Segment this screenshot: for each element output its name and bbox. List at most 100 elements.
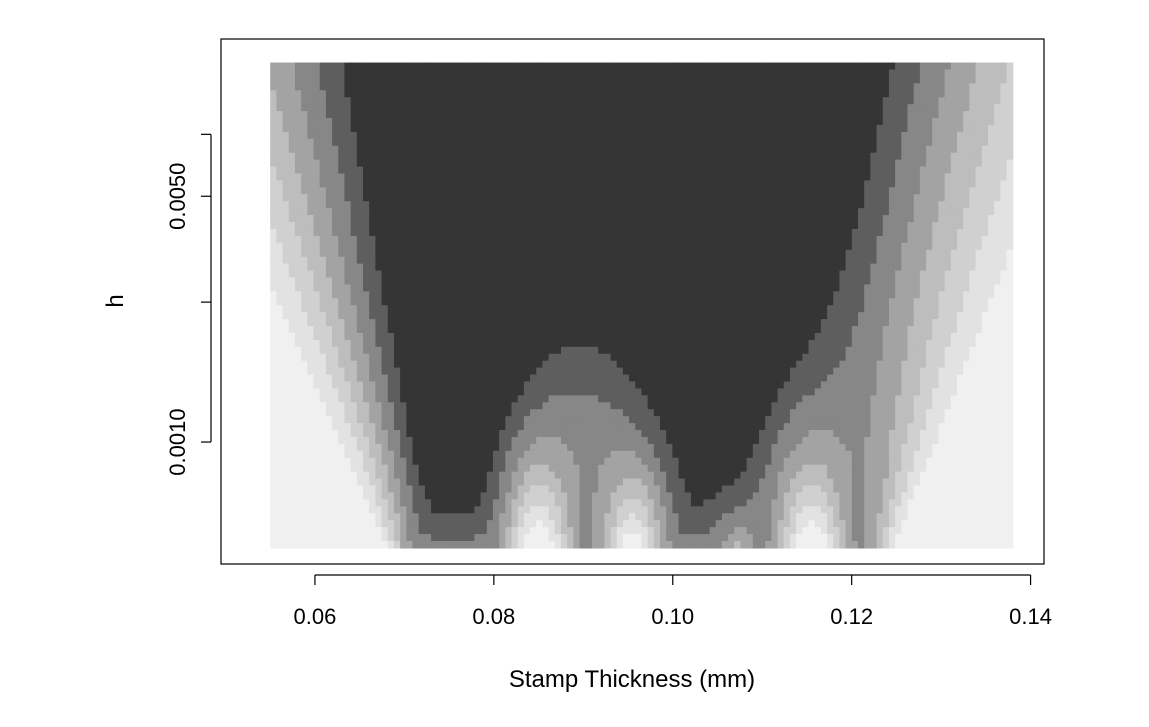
heat-cell — [542, 97, 550, 105]
heat-cell — [332, 263, 339, 272]
heat-cell — [938, 228, 946, 237]
heat-cell — [666, 346, 673, 355]
heat-cell — [678, 173, 686, 182]
heat-cell — [765, 291, 772, 299]
heat-cell — [561, 97, 568, 105]
heat-cell — [319, 284, 327, 292]
heat-cell — [530, 187, 537, 195]
heat-cell — [616, 152, 624, 161]
heat-cell — [591, 83, 599, 91]
heat-cell — [808, 152, 816, 161]
heat-cell — [820, 83, 828, 91]
heat-cell — [325, 111, 333, 119]
heat-cell — [294, 263, 302, 272]
heat-cell — [882, 222, 890, 230]
heat-cell — [858, 166, 865, 175]
heat-cell — [480, 291, 488, 299]
heat-cell — [604, 166, 612, 175]
heat-cell — [833, 166, 841, 175]
heat-cell — [950, 62, 958, 71]
heat-cell — [480, 235, 488, 244]
heat-cell — [455, 256, 463, 265]
heat-cell — [381, 90, 389, 98]
heat-cell — [598, 319, 605, 327]
heat-cell — [926, 159, 933, 168]
heat-cell — [994, 187, 1001, 195]
heat-cell — [294, 131, 302, 140]
heat-cell — [301, 263, 308, 272]
heat-cell — [431, 83, 438, 91]
heat-cell — [338, 312, 346, 320]
heat-cell — [684, 152, 692, 161]
heat-cell — [950, 69, 958, 78]
heat-cell — [728, 187, 735, 195]
heat-cell — [492, 76, 500, 84]
heat-cell — [406, 270, 414, 279]
heat-cell — [505, 83, 513, 91]
heat-cell — [796, 284, 803, 292]
heat-cell — [474, 124, 482, 133]
heat-cell — [554, 104, 562, 112]
heat-cell — [820, 138, 828, 147]
heat-cell — [400, 69, 407, 78]
heat-cell — [765, 83, 772, 91]
heat-cell — [641, 83, 649, 91]
heat-cell — [449, 90, 457, 98]
heat-cell — [604, 69, 612, 78]
heat-cell — [932, 215, 940, 223]
heat-cell — [703, 69, 711, 78]
heat-cell — [350, 152, 358, 161]
heat-cell — [536, 62, 544, 71]
heat-cell — [888, 187, 896, 195]
heat-cell — [833, 152, 841, 161]
heat-cell — [802, 222, 810, 230]
heat-cell — [944, 298, 952, 306]
heat-cell — [381, 291, 389, 299]
heat-cell — [517, 187, 525, 195]
heat-cell — [882, 118, 890, 126]
heat-cell — [325, 277, 333, 286]
heat-cell — [276, 111, 284, 119]
heat-cell — [585, 76, 593, 84]
heat-cell — [814, 215, 822, 223]
heat-cell — [542, 201, 550, 209]
heat-cell — [963, 228, 970, 237]
heat-cell — [684, 284, 692, 292]
heat-cell — [375, 62, 383, 71]
heat-cell — [629, 249, 636, 258]
heat-cell — [393, 201, 401, 209]
heat-cell — [325, 215, 333, 223]
heat-cell — [492, 284, 500, 292]
heat-cell — [858, 180, 865, 188]
heat-cell — [672, 152, 680, 161]
heat-cell — [858, 305, 865, 313]
heat-cell — [307, 249, 315, 258]
heat-cell — [703, 118, 711, 126]
heat-cell — [548, 145, 556, 154]
heat-cell — [808, 97, 816, 105]
heat-cell — [746, 270, 754, 279]
heat-cell — [344, 305, 352, 313]
heat-cell — [338, 194, 346, 202]
heat-cell — [740, 90, 748, 98]
heat-cell — [796, 159, 803, 168]
heat-cell — [282, 118, 290, 126]
heat-cell — [765, 131, 772, 140]
heat-cell — [913, 339, 921, 348]
heat-cell — [276, 138, 284, 147]
heat-cell — [653, 326, 661, 334]
heat-cell — [672, 228, 680, 237]
heat-cell — [585, 270, 593, 279]
heat-cell — [325, 104, 333, 112]
heat-cell — [375, 152, 383, 161]
heat-cell — [412, 124, 420, 133]
heat-cell — [455, 339, 463, 348]
heat-cell — [734, 166, 742, 175]
heat-cell — [858, 83, 865, 91]
heat-cell — [350, 173, 358, 182]
heat-cell — [839, 249, 847, 258]
heat-cell — [932, 312, 940, 320]
heat-cell — [697, 180, 704, 188]
heat-cell — [870, 332, 878, 341]
heat-cell — [950, 291, 958, 299]
